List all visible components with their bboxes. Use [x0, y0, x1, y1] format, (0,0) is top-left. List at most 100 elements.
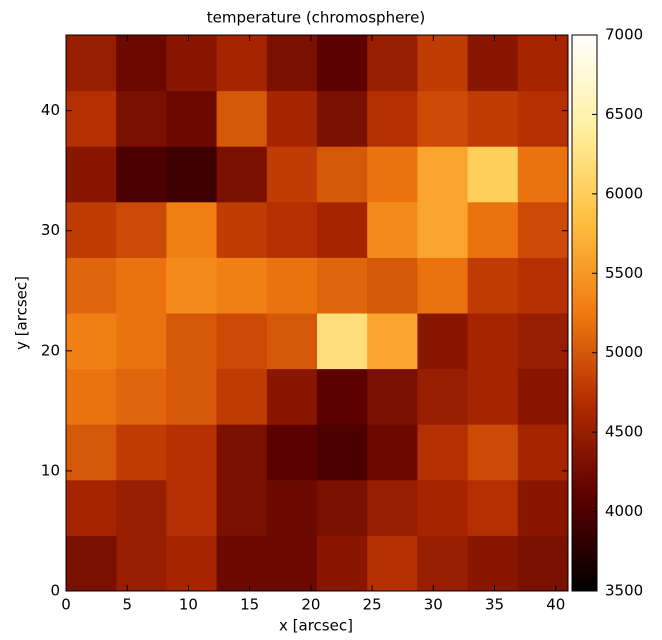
colorbar-tick-label: 7000 — [605, 26, 643, 44]
heat-cell — [217, 535, 268, 591]
heat-cell — [317, 91, 368, 147]
heat-cell — [518, 313, 569, 369]
x-axis-label: x [arcsec] — [279, 617, 353, 635]
heat-cell — [417, 146, 468, 202]
x-tick-label: 15 — [240, 596, 259, 614]
heat-cell — [166, 202, 217, 258]
heat-cell — [66, 202, 117, 258]
heat-cell — [116, 535, 167, 591]
heat-cell — [267, 535, 318, 591]
heat-cell — [217, 257, 268, 313]
heat-cell — [166, 535, 217, 591]
x-tick-label: 5 — [122, 596, 132, 614]
colorbar-tick-label: 6000 — [605, 184, 643, 202]
heat-cell — [116, 146, 167, 202]
chart: temperature (chromosphere) x [arcsec] y … — [0, 0, 662, 640]
heat-cell — [267, 313, 318, 369]
heat-cell — [166, 257, 217, 313]
heat-cell — [468, 424, 519, 480]
colorbar-tick-label: 5000 — [605, 343, 643, 361]
heat-cell — [317, 202, 368, 258]
heat-cell — [116, 480, 167, 536]
heat-cell — [66, 369, 117, 425]
heat-cell — [317, 313, 368, 369]
heat-cell — [518, 369, 569, 425]
heat-cell — [417, 480, 468, 536]
heat-cell — [468, 313, 519, 369]
heat-cell — [116, 35, 167, 91]
x-tick-label: 30 — [424, 596, 443, 614]
y-tick-label: 40 — [41, 101, 60, 119]
heat-cell — [518, 424, 569, 480]
y-tick-label: 20 — [41, 341, 60, 359]
heat-cell — [468, 146, 519, 202]
heat-cell — [468, 202, 519, 258]
colorbar-tick-label: 4000 — [605, 502, 643, 520]
x-tick-label: 10 — [179, 596, 198, 614]
heat-cell — [66, 146, 117, 202]
heat-cell — [66, 257, 117, 313]
heat-cell — [468, 535, 519, 591]
heat-cell — [367, 424, 418, 480]
heat-cell — [66, 535, 117, 591]
colorbar-tick-label: 3500 — [605, 582, 643, 600]
heat-cell — [66, 424, 117, 480]
heat-cell — [317, 146, 368, 202]
heat-cell — [217, 146, 268, 202]
heat-cell — [267, 424, 318, 480]
heat-cell — [116, 202, 167, 258]
heat-cell — [317, 480, 368, 536]
heat-cell — [317, 369, 368, 425]
heat-cell — [468, 480, 519, 536]
heat-cell — [166, 369, 217, 425]
colorbar-tick-label: 5500 — [605, 264, 643, 282]
heat-cell — [518, 535, 569, 591]
heat-cell — [417, 424, 468, 480]
colorbar-tick-label: 4500 — [605, 423, 643, 441]
heat-cell — [217, 369, 268, 425]
heat-cell — [417, 535, 468, 591]
heat-cell — [267, 202, 318, 258]
heat-cell — [367, 313, 418, 369]
heat-cell — [417, 35, 468, 91]
heat-cell — [417, 91, 468, 147]
heat-cell — [367, 535, 418, 591]
heat-cell — [367, 480, 418, 536]
y-tick-label: 10 — [41, 461, 60, 479]
heat-cell — [116, 369, 167, 425]
heat-cell — [66, 480, 117, 536]
heat-cell — [518, 202, 569, 258]
heat-cell — [116, 257, 167, 313]
chart-title: temperature (chromosphere) — [207, 9, 425, 27]
colorbar — [572, 35, 597, 591]
heat-cell — [518, 480, 569, 536]
heat-cell — [468, 91, 519, 147]
heat-cell — [317, 424, 368, 480]
heat-cell — [166, 91, 217, 147]
heat-cell — [66, 313, 117, 369]
heat-cell — [417, 257, 468, 313]
y-tick-label: 0 — [50, 582, 60, 600]
heat-cell — [518, 146, 569, 202]
heat-cell — [267, 480, 318, 536]
heat-cell — [66, 35, 117, 91]
heat-cell — [267, 257, 318, 313]
heat-cell — [217, 424, 268, 480]
heat-cell — [267, 369, 318, 425]
heat-cell — [267, 146, 318, 202]
x-tick-label: 35 — [485, 596, 504, 614]
heat-cell — [66, 91, 117, 147]
heat-cell — [116, 313, 167, 369]
x-tick-label: 0 — [61, 596, 71, 614]
heat-cell — [367, 35, 418, 91]
heat-cell — [217, 480, 268, 536]
heat-cell — [217, 313, 268, 369]
heat-cell — [217, 202, 268, 258]
heat-cell — [367, 202, 418, 258]
x-tick-label: 20 — [301, 596, 320, 614]
heat-cell — [267, 35, 318, 91]
heat-cell — [217, 35, 268, 91]
heat-cell — [417, 202, 468, 258]
heat-cell — [468, 369, 519, 425]
heat-cell — [518, 35, 569, 91]
